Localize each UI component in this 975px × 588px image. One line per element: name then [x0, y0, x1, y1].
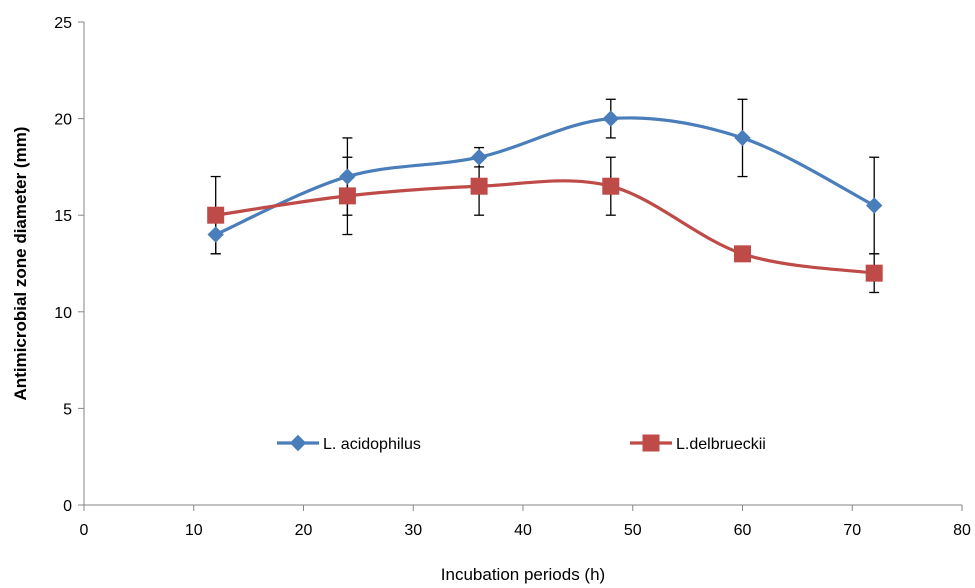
x-tick-label: 20	[295, 522, 313, 539]
x-tick-label: 30	[404, 522, 422, 539]
series-layer	[207, 110, 883, 282]
data-point-1	[602, 177, 620, 195]
data-point-0	[602, 110, 620, 127]
axes: 0 5 10 15 20 25 0 10 20 30 40 50 60 70 80	[54, 15, 971, 539]
x-tick-label: 50	[624, 522, 642, 539]
series-line-1	[215, 179, 875, 275]
data-point-1	[865, 264, 883, 282]
x-axis-title: Incubation periods (h)	[441, 565, 605, 584]
data-point-1	[470, 177, 488, 195]
data-point-1	[338, 187, 356, 205]
legend: L. acidophilus L.delbrueckii	[277, 434, 766, 453]
y-tick-label: 0	[63, 498, 72, 515]
data-point-1	[207, 206, 225, 224]
y-tick-label: 5	[63, 401, 72, 418]
x-tick-label: 10	[185, 522, 203, 539]
y-tick-label: 15	[54, 208, 72, 225]
data-point-0	[207, 226, 224, 243]
legend-marker	[642, 434, 660, 452]
x-tick-label: 70	[843, 522, 861, 539]
x-tick-label: 80	[953, 522, 971, 539]
data-point-0	[339, 168, 356, 185]
y-tick-label: 25	[54, 15, 72, 32]
data-point-0	[734, 129, 751, 147]
data-point-0	[865, 197, 883, 214]
x-tick-label: 40	[514, 522, 532, 539]
data-point-0	[470, 149, 488, 166]
y-tick-label: 10	[54, 305, 72, 322]
data-point-1	[734, 245, 751, 263]
x-tick-label: 0	[80, 522, 89, 539]
y-tick-label: 20	[54, 112, 72, 129]
legend-label: L.delbrueckii	[676, 436, 766, 453]
x-tick-label: 60	[734, 522, 752, 539]
y-axis-title: Antimicrobial zone diameter (mm)	[11, 127, 30, 401]
legend-label: L. acidophilus	[323, 436, 421, 453]
legend-marker	[289, 434, 307, 452]
series-line-0	[215, 116, 875, 236]
